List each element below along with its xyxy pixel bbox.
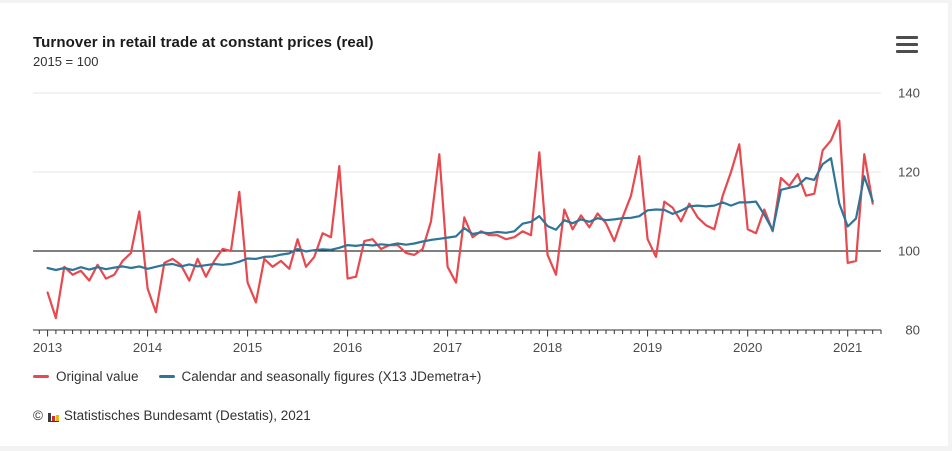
x-tick-label: 2015 [233,340,262,355]
legend-label: Calendar and seasonally figures (X13 JDe… [181,369,482,384]
legend-marker-original [33,375,49,378]
menu-bar [896,49,918,53]
chart-subtitle: 2015 = 100 [33,54,99,69]
y-tick-label: 140 [898,86,920,101]
menu-bar [896,42,918,47]
hamburger-menu-icon[interactable] [896,35,920,54]
x-tick-label: 2018 [533,340,562,355]
source-note: © Statistisches Bundesamt (Destatis), 20… [33,408,311,423]
legend-label: Original value [56,369,139,384]
legend: Original value Calendar and seasonally f… [33,369,481,384]
series-line-original[interactable] [46,119,874,320]
x-tick-label: 2014 [133,340,162,355]
copyright-symbol: © [33,408,43,423]
x-tick-label: 2017 [433,340,462,355]
x-tick-label: 2016 [333,340,362,355]
legend-item-seasonally-adjusted[interactable]: Calendar and seasonally figures (X13 JDe… [158,369,482,384]
x-tick-label: 2013 [33,340,62,355]
chart-title: Turnover in retail trade at constant pri… [33,34,374,51]
x-tick-label: 2021 [833,340,862,355]
menu-bar [896,36,918,40]
legend-item-original-value[interactable]: Original value [33,369,139,384]
x-tick-label: 2019 [633,340,662,355]
y-tick-label: 80 [905,323,920,338]
source-text: Statistisches Bundesamt (Destatis), 2021 [63,408,311,423]
y-tick-label: 120 [898,165,920,180]
y-tick-label: 100 [898,244,920,259]
legend-marker-adjusted [158,375,175,378]
destatis-logo-icon [47,410,59,422]
series-line-adjusted[interactable] [46,157,874,272]
x-tick-label: 2020 [733,340,762,355]
